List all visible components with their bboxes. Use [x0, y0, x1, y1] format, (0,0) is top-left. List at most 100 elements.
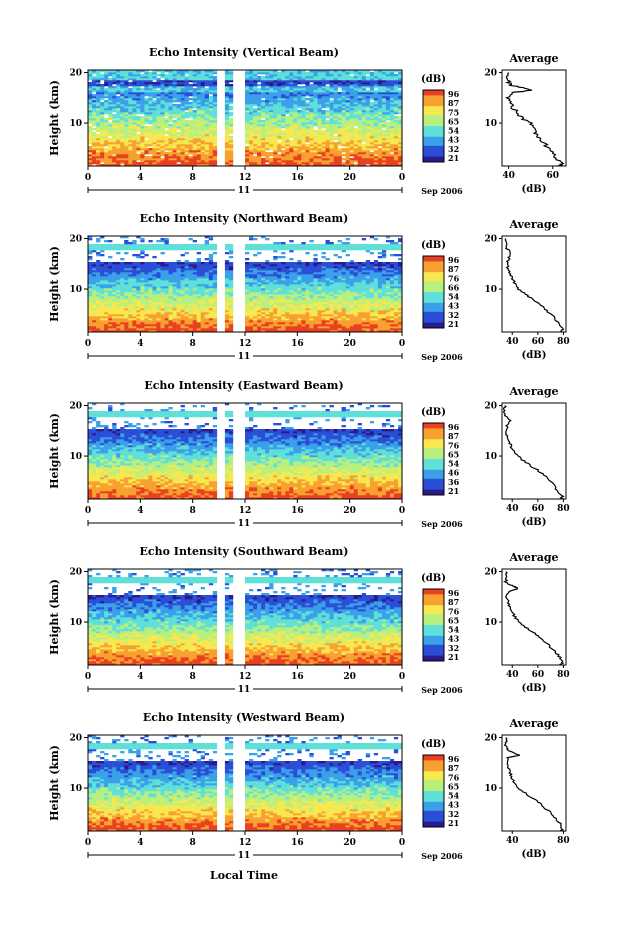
- heatmap-cell: [309, 114, 313, 116]
- heatmap-cell: [197, 116, 201, 118]
- heatmap-cell: [253, 320, 257, 322]
- heatmap-cell: [322, 112, 326, 114]
- heatmap-cell: [185, 134, 189, 136]
- heatmap-cell: [305, 308, 309, 310]
- heatmap-cell: [249, 118, 253, 120]
- heatmap-cell: [289, 308, 293, 310]
- heatmap-cell: [152, 106, 156, 108]
- heatmap-cell: [116, 306, 120, 308]
- heatmap-cell: [144, 294, 148, 296]
- heatmap-cell: [309, 80, 313, 82]
- heatmap-cell: [297, 158, 301, 160]
- heatmap-cell: [358, 324, 362, 326]
- heatmap-cell: [293, 118, 297, 120]
- heatmap-cell: [229, 74, 233, 76]
- heatmap-cell: [100, 144, 104, 146]
- heatmap-cell: [245, 300, 249, 302]
- heatmap-cell: [293, 112, 297, 114]
- heatmap-cell: [334, 98, 338, 100]
- heatmap-cell: [269, 308, 273, 310]
- heatmap-cell: [253, 132, 257, 134]
- heatmap-cell: [173, 290, 177, 292]
- heatmap-cell: [346, 162, 350, 164]
- heatmap-cell: [104, 290, 108, 292]
- heatmap-cell: [173, 150, 177, 152]
- heatmap-cell: [128, 126, 132, 128]
- heatmap-cell: [165, 132, 169, 134]
- heatmap-cell: [334, 138, 338, 140]
- heatmap-cell: [165, 112, 169, 114]
- heatmap-cell: [181, 150, 185, 152]
- heatmap-cell: [229, 312, 233, 314]
- profile-x-label: (dB): [522, 184, 547, 195]
- heatmap-cell: [249, 320, 253, 322]
- heatmap-cell: [293, 88, 297, 90]
- heatmap-cell: [92, 142, 96, 144]
- heatmap-cell: [334, 320, 338, 322]
- heatmap-cell: [116, 308, 120, 310]
- heatmap-cell: [144, 94, 148, 96]
- heatmap-cell: [362, 92, 366, 94]
- heatmap-cell: [112, 96, 116, 98]
- heatmap-cell: [100, 132, 104, 134]
- heatmap-cell: [108, 128, 112, 130]
- heatmap-cell: [334, 114, 338, 116]
- heatmap-cell: [112, 86, 116, 88]
- heatmap-cell: [140, 102, 144, 104]
- heatmap-cell: [124, 120, 128, 122]
- heatmap-cell: [205, 154, 209, 156]
- heatmap-cell: [297, 304, 301, 306]
- heatmap-cell: [140, 104, 144, 106]
- heatmap-cell: [338, 142, 342, 144]
- heatmap-cell: [128, 82, 132, 84]
- heatmap-cell: [96, 124, 100, 126]
- heatmap-cell: [213, 294, 217, 296]
- heatmap-cell: [253, 142, 257, 144]
- heatmap-cell: [132, 152, 136, 154]
- heatmap-cell: [281, 160, 285, 162]
- heatmap-cell: [173, 98, 177, 100]
- heatmap-cell: [181, 152, 185, 154]
- heatmap-cell: [253, 86, 257, 88]
- heatmap-cell: [358, 98, 362, 100]
- heatmap-cell: [152, 112, 156, 114]
- profile-y-tick-label: 10: [484, 119, 497, 129]
- heatmap-cell: [305, 94, 309, 96]
- heatmap-cell: [165, 300, 169, 302]
- heatmap-cell: [189, 320, 193, 322]
- heatmap-cell: [245, 124, 249, 126]
- heatmap-cell: [366, 308, 370, 310]
- heatmap-cell: [92, 148, 96, 150]
- heatmap-cell: [229, 128, 233, 130]
- heatmap-cell: [108, 310, 112, 312]
- heatmap-cell: [209, 74, 213, 76]
- heatmap-cell: [338, 302, 342, 304]
- heatmap-cell: [281, 324, 285, 326]
- heatmap-cell: [354, 326, 358, 328]
- heatmap-cell: [366, 148, 370, 150]
- heatmap-cell: [358, 88, 362, 90]
- heatmap-cell: [269, 72, 273, 74]
- heatmap-cell: [173, 108, 177, 110]
- heatmap-cell: [322, 304, 326, 306]
- heatmap-cell: [322, 72, 326, 74]
- heatmap-cell: [124, 110, 128, 112]
- heatmap-cell: [156, 314, 160, 316]
- heatmap-cell: [342, 118, 346, 120]
- heatmap-cell: [189, 302, 193, 304]
- heatmap-cell: [305, 86, 309, 88]
- heatmap-cell: [289, 94, 293, 96]
- heatmap-cell: [257, 134, 261, 136]
- heatmap-cell: [148, 84, 152, 86]
- heatmap-cell: [148, 92, 152, 94]
- heatmap-cell: [253, 308, 257, 310]
- heatmap-cell: [169, 142, 173, 144]
- heatmap-cell: [249, 112, 253, 114]
- heatmap-cell: [382, 134, 386, 136]
- heatmap-cell: [173, 302, 177, 304]
- heatmap-cell: [326, 296, 330, 298]
- heatmap-cell: [173, 154, 177, 156]
- heatmap-cell: [88, 148, 92, 150]
- heatmap-cell: [382, 112, 386, 114]
- heatmap-cell: [140, 154, 144, 156]
